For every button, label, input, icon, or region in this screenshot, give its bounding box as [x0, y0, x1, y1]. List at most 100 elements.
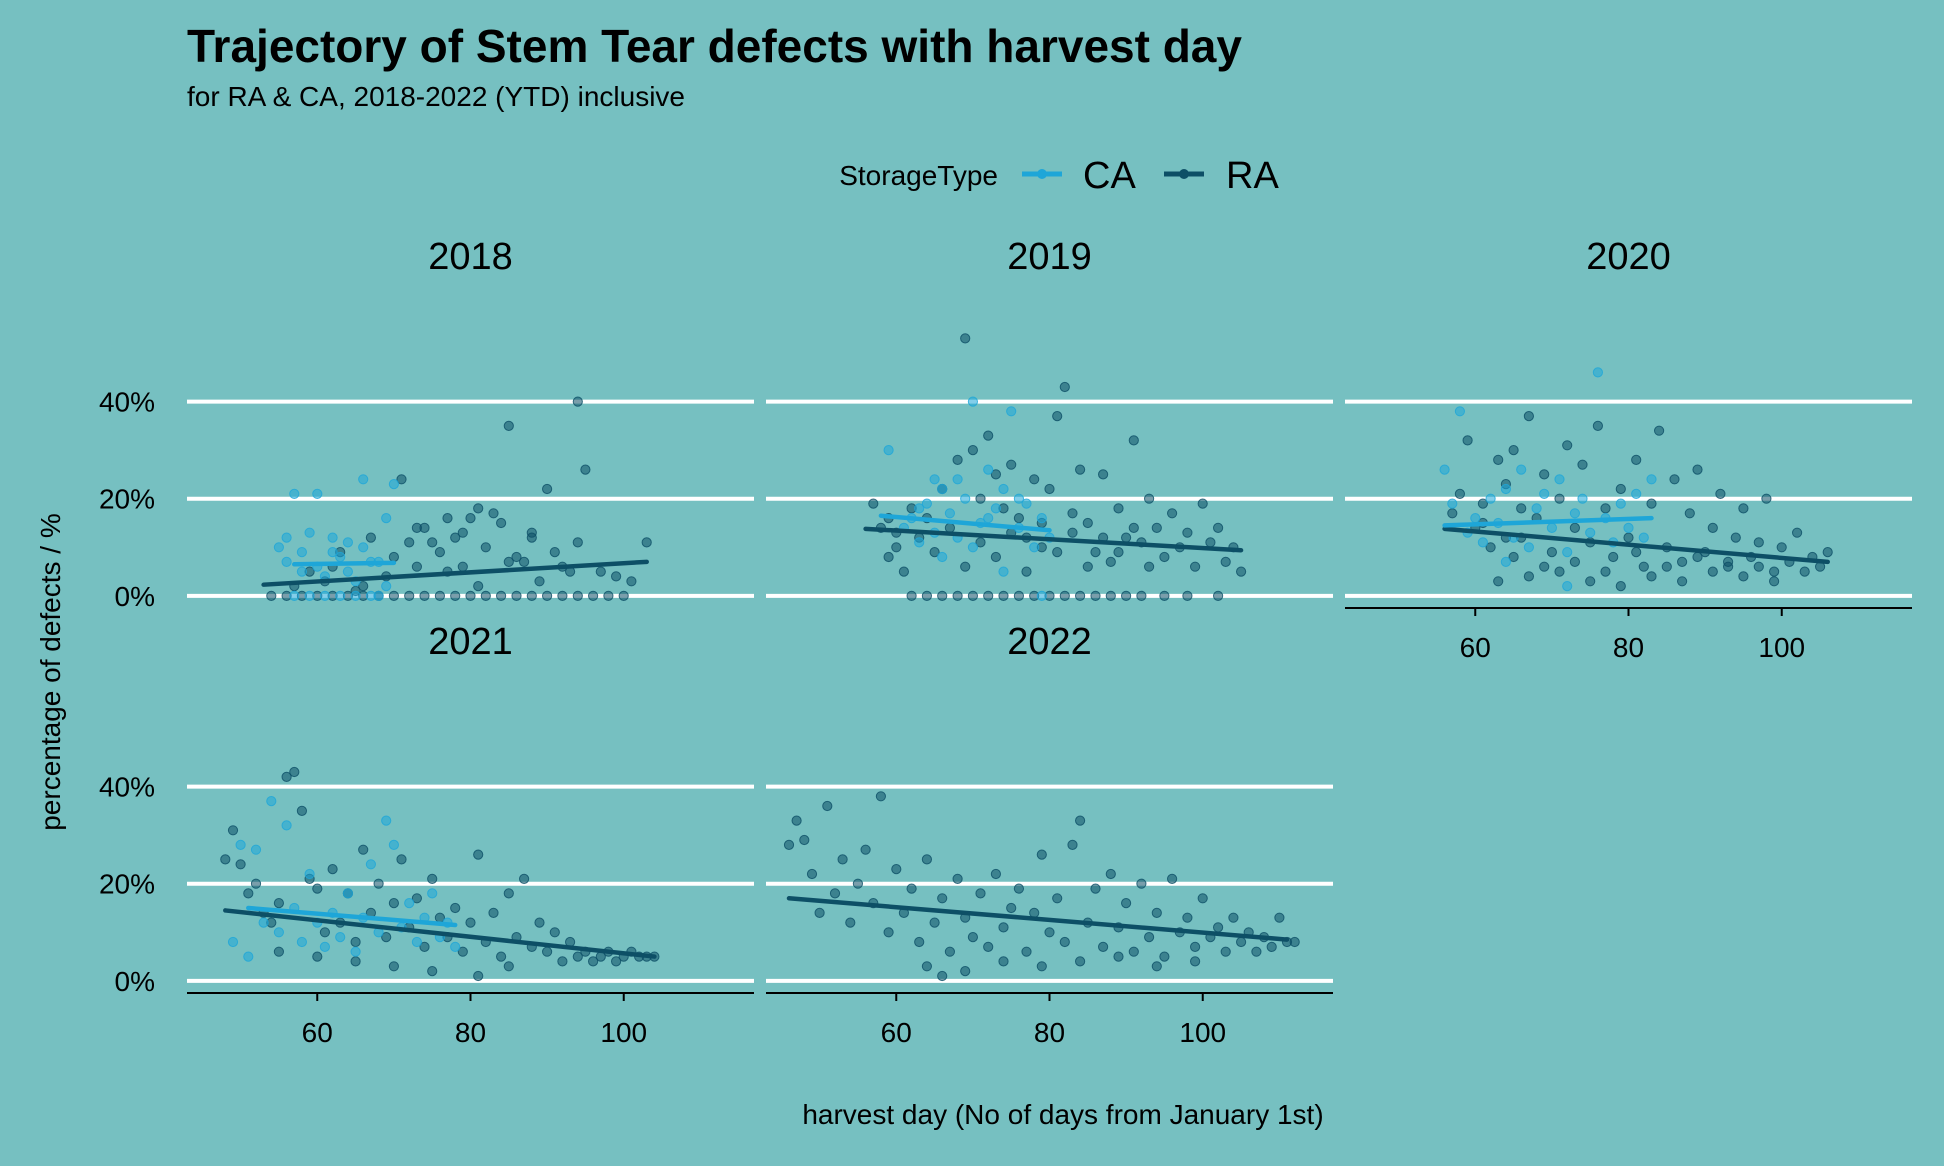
data-point — [350, 956, 361, 967]
data-point — [1615, 581, 1626, 592]
data-point — [319, 927, 330, 938]
data-point — [1013, 493, 1025, 504]
data-point — [1128, 522, 1139, 534]
data-point — [1082, 561, 1093, 572]
data-point — [1021, 946, 1032, 957]
data-point — [921, 590, 933, 602]
data-point — [983, 590, 994, 602]
data-point — [1197, 893, 1208, 904]
data-point — [281, 532, 292, 543]
data-point — [519, 556, 530, 568]
data-point — [952, 454, 963, 465]
data-point — [427, 537, 438, 548]
data-point — [814, 907, 825, 919]
data-point — [1470, 513, 1481, 524]
data-point — [365, 859, 376, 870]
data-point — [1569, 508, 1581, 519]
data-point — [967, 396, 979, 407]
data-point — [572, 537, 583, 548]
data-point — [998, 590, 1009, 602]
data-point — [1098, 469, 1109, 480]
data-point — [975, 493, 986, 504]
facet-2019-series-ra — [868, 333, 1247, 602]
data-point — [618, 590, 629, 602]
facet-2019-strip-label: 2019 — [1007, 236, 1092, 278]
data-point — [1144, 932, 1155, 943]
data-point — [227, 936, 239, 948]
data-point — [1769, 576, 1780, 587]
data-point — [296, 547, 307, 558]
data-point — [1707, 522, 1718, 534]
data-point — [883, 927, 894, 938]
data-point — [227, 825, 239, 836]
data-point — [960, 493, 971, 504]
facet-2021-series-ca — [227, 796, 461, 962]
data-point — [319, 941, 330, 953]
data-point — [1508, 445, 1519, 456]
data-point — [1213, 922, 1224, 933]
data-point — [1539, 488, 1550, 499]
data-point — [990, 551, 1002, 563]
data-point — [1600, 566, 1611, 577]
facet-2018: 2018 0% 20% 40% — [99, 236, 754, 612]
data-point — [1523, 571, 1535, 582]
x-tick-label: 60 — [1460, 632, 1491, 663]
data-point — [549, 547, 560, 558]
data-point — [1638, 532, 1649, 543]
data-point — [388, 479, 399, 490]
data-point — [998, 922, 1009, 933]
data-point — [1113, 951, 1124, 962]
data-point — [1554, 566, 1565, 577]
data-point — [327, 547, 338, 558]
data-point — [906, 883, 917, 894]
data-point — [388, 839, 399, 851]
data-point — [1562, 547, 1573, 558]
data-point — [875, 791, 887, 802]
data-point — [1531, 503, 1542, 514]
y-axis-label: percentage of defects / % — [35, 513, 66, 831]
x-tick-label: 100 — [1179, 1017, 1226, 1048]
data-point — [1508, 551, 1519, 563]
data-point — [1228, 912, 1239, 923]
data-point — [914, 936, 925, 948]
data-point — [1159, 590, 1170, 602]
data-point — [998, 483, 1009, 495]
data-point — [1013, 883, 1025, 894]
data-point — [937, 970, 948, 982]
data-point — [967, 932, 979, 943]
data-point — [526, 532, 537, 543]
data-point — [319, 590, 330, 602]
data-point — [342, 566, 353, 577]
data-point — [791, 815, 802, 826]
data-point — [526, 590, 537, 602]
data-point — [1562, 440, 1573, 451]
data-point — [1523, 411, 1535, 422]
data-point — [1646, 474, 1657, 485]
data-point — [1067, 508, 1078, 519]
data-point — [1075, 590, 1086, 602]
y-tick-label: 0% — [115, 581, 155, 612]
y-tick-label: 0% — [115, 966, 155, 997]
data-point — [1592, 367, 1604, 378]
facet-2021: 2021 0% 20% 40% 60 80 100 — [99, 621, 754, 1048]
facet-2022-trend-ra — [786, 896, 1290, 942]
data-point — [1723, 556, 1734, 568]
data-point — [1151, 907, 1162, 919]
data-point — [829, 888, 841, 899]
data-point — [1546, 522, 1558, 534]
data-point — [1769, 566, 1780, 577]
data-point — [1021, 566, 1032, 577]
data-point — [1661, 561, 1672, 572]
data-point — [457, 946, 468, 957]
y-tick-label: 40% — [99, 387, 155, 418]
data-point — [1098, 941, 1109, 953]
data-point — [914, 503, 925, 514]
data-point — [335, 551, 346, 563]
data-point — [1121, 532, 1132, 543]
data-point — [937, 893, 948, 904]
data-point — [281, 771, 292, 783]
data-point — [960, 561, 971, 572]
data-point — [1623, 522, 1634, 534]
data-point — [572, 951, 583, 962]
